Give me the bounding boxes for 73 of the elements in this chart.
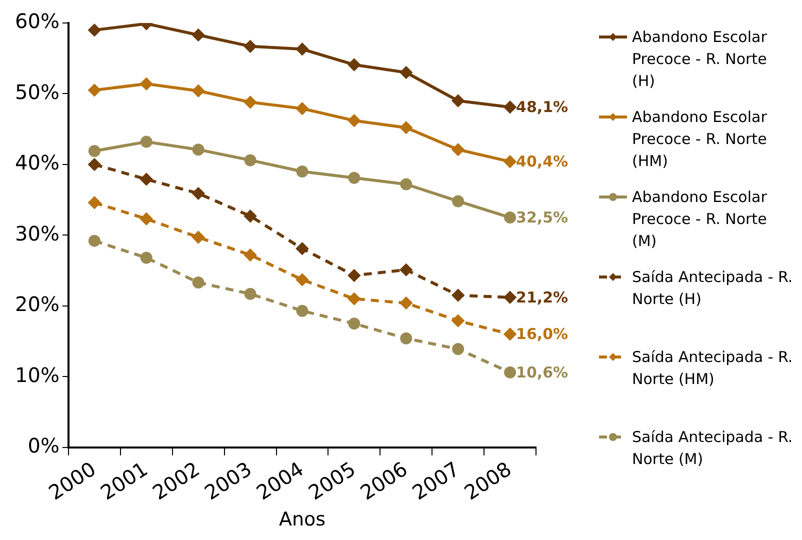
legend-label: Saída Antecipada - R. Norte (M): [632, 427, 794, 470]
point: [88, 196, 100, 209]
point: [192, 276, 204, 289]
point: [88, 234, 100, 247]
point: [140, 252, 152, 264]
point: [244, 40, 256, 52]
point: [504, 328, 516, 340]
legend-label: Saída Antecipada - R. Norte (HM): [632, 347, 794, 390]
point: [400, 178, 412, 190]
y-tick-label: 40%: [15, 150, 60, 175]
point: [192, 187, 204, 200]
y-tick-label: 30%: [15, 221, 60, 246]
point: [504, 366, 516, 378]
point: [452, 144, 464, 156]
point: [244, 248, 256, 261]
point: [140, 78, 152, 90]
point: [400, 332, 412, 344]
point: [504, 291, 516, 304]
point: [348, 172, 360, 184]
point: [452, 195, 464, 208]
data-label: 16,0%: [516, 325, 568, 344]
point: [400, 66, 412, 79]
point: [140, 173, 152, 186]
point: [296, 274, 308, 286]
data-label: 40,4%: [516, 152, 568, 171]
point: [296, 102, 308, 115]
point: [244, 288, 256, 300]
point: [244, 210, 256, 222]
point: [140, 212, 152, 225]
point: [504, 211, 516, 224]
data-label: 21,2%: [516, 288, 568, 306]
point: [504, 101, 516, 114]
y-tick-label: 0%: [28, 434, 60, 458]
x-axis-title: Anos: [278, 508, 326, 531]
point: [452, 94, 464, 107]
point: [400, 264, 412, 276]
point: [88, 24, 100, 36]
legend-label: Saída Antecipada - R. Norte (H): [632, 267, 794, 310]
point: [504, 156, 516, 168]
point: [452, 343, 464, 356]
point: [192, 144, 204, 156]
point: [348, 269, 360, 282]
legend-label: Abandono Escolar Precoce - R. Norte (M): [632, 187, 768, 252]
point: [400, 122, 412, 134]
point: [348, 114, 360, 127]
data-label: 32,5%: [516, 208, 568, 226]
y-tick-label: 20%: [15, 292, 60, 316]
point: [88, 84, 100, 96]
point: [244, 154, 256, 166]
point: [192, 29, 204, 42]
point: [296, 304, 308, 317]
legend-label: Abandono Escolar Precoce - R. Norte (HM): [632, 107, 768, 172]
legend-label: Abandono Escolar Precoce - R. Norte (H): [632, 27, 768, 92]
point: [88, 158, 100, 170]
point: [348, 318, 360, 330]
point: [192, 84, 204, 97]
point: [452, 289, 464, 302]
point: [296, 166, 308, 178]
point: [452, 314, 464, 327]
data-label: 48,1%: [516, 98, 568, 116]
point: [140, 136, 152, 148]
point: [400, 297, 412, 310]
point: [88, 145, 100, 158]
point: [192, 231, 204, 244]
y-tick-label: 60%: [15, 9, 60, 34]
y-tick-label: 10%: [15, 362, 60, 387]
point: [296, 43, 308, 56]
point: [296, 242, 308, 255]
point: [348, 292, 360, 305]
point: [348, 58, 360, 71]
y-tick-label: 50%: [15, 80, 60, 104]
data-label: 10,6%: [516, 363, 568, 382]
point: [244, 96, 256, 108]
